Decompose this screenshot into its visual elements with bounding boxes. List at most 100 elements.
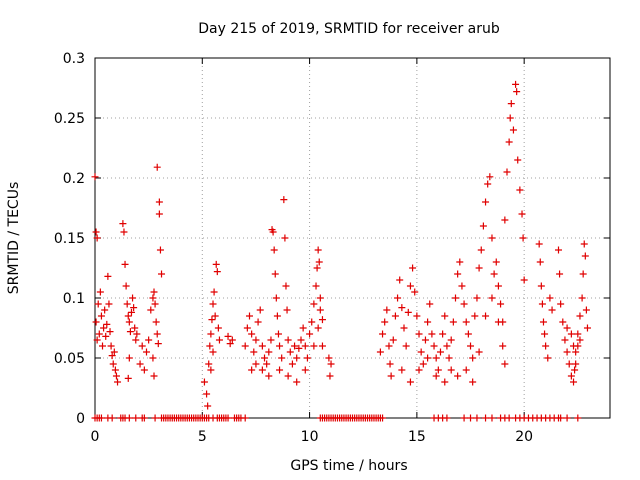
data-point-zero (488, 414, 496, 422)
data-point (514, 156, 522, 164)
data-point (147, 306, 155, 314)
data-point (124, 312, 132, 320)
y-tick-label: 0.2 (63, 171, 85, 187)
data-point (143, 348, 150, 356)
data-point-zero (443, 414, 451, 422)
data-point (484, 180, 492, 188)
data-point (419, 360, 427, 368)
data-point-zero (557, 414, 565, 422)
data-point (155, 198, 163, 206)
data-point (291, 342, 299, 350)
data-point (130, 304, 138, 312)
data-point (415, 330, 423, 338)
data-point-zero (460, 414, 468, 422)
data-point (312, 282, 320, 290)
data-point (96, 288, 104, 296)
data-point (467, 342, 475, 350)
data-point (91, 173, 99, 181)
data-point (424, 354, 432, 362)
data-point (248, 330, 256, 338)
data-point (406, 378, 414, 386)
data-point (303, 354, 311, 362)
data-point (490, 270, 498, 278)
data-point (100, 324, 108, 332)
data-point (106, 328, 114, 336)
data-point (132, 336, 140, 344)
data-point (207, 330, 215, 338)
data-point (557, 300, 565, 308)
data-point (387, 372, 395, 380)
data-point (316, 294, 324, 302)
data-point (512, 80, 520, 88)
data-point (281, 234, 289, 242)
data-point (482, 312, 490, 320)
data-point (567, 372, 575, 380)
data-point (426, 300, 434, 308)
data-point (150, 372, 158, 380)
y-tick-label: 0.15 (54, 231, 85, 247)
chart-title: Day 215 of 2019, SRMTID for receiver aru… (198, 21, 500, 37)
data-point (389, 336, 397, 344)
data-point (413, 312, 421, 320)
data-point (316, 306, 324, 314)
data-point (541, 330, 549, 338)
data-point (477, 246, 485, 254)
data-point (124, 374, 132, 382)
data-point (97, 312, 105, 320)
data-point (518, 210, 526, 218)
x-axis-label: GPS time / hours (290, 458, 407, 474)
data-point (475, 348, 483, 356)
data-point (506, 114, 514, 122)
data-point (145, 336, 153, 344)
data-point (315, 258, 323, 266)
grid (95, 58, 610, 418)
data-point (155, 210, 163, 218)
data-point (469, 354, 477, 362)
data-point (579, 270, 587, 278)
data-point (273, 312, 281, 320)
data-point (537, 282, 545, 290)
data-point (475, 264, 483, 272)
data-point (385, 342, 393, 350)
data-point (471, 312, 479, 320)
data-point (248, 366, 256, 374)
data-point (567, 330, 575, 338)
data-point (210, 288, 218, 296)
data-point (469, 378, 477, 386)
data-point (252, 336, 260, 344)
data-point (445, 354, 453, 362)
data-point (125, 318, 133, 326)
data-point (131, 324, 139, 332)
data-point (441, 378, 449, 386)
x-tick-label: 15 (408, 429, 426, 445)
data-point (391, 312, 399, 320)
data-point (386, 360, 394, 368)
axes (94, 57, 611, 419)
data-point (574, 330, 582, 338)
data-point (447, 366, 455, 374)
data-point (576, 336, 584, 344)
data-point (458, 282, 466, 290)
data-point (519, 234, 527, 242)
data-point (215, 336, 223, 344)
data-point (110, 348, 118, 356)
data-point (226, 340, 234, 348)
data-point (486, 173, 494, 181)
data-point (570, 378, 578, 386)
data-point (318, 342, 326, 350)
data-point (123, 300, 131, 308)
data-point (325, 354, 333, 362)
data-point (94, 300, 102, 308)
data-point (243, 324, 251, 332)
data-point (156, 246, 164, 254)
data-point (428, 330, 436, 338)
data-point-zero (151, 414, 159, 422)
data-point (301, 366, 309, 374)
data-point (501, 360, 509, 368)
data-point (293, 354, 301, 362)
data-point (149, 294, 157, 302)
data-point (121, 260, 129, 268)
data-point (432, 372, 440, 380)
data-point (133, 330, 141, 338)
data-point-zero (473, 414, 481, 422)
